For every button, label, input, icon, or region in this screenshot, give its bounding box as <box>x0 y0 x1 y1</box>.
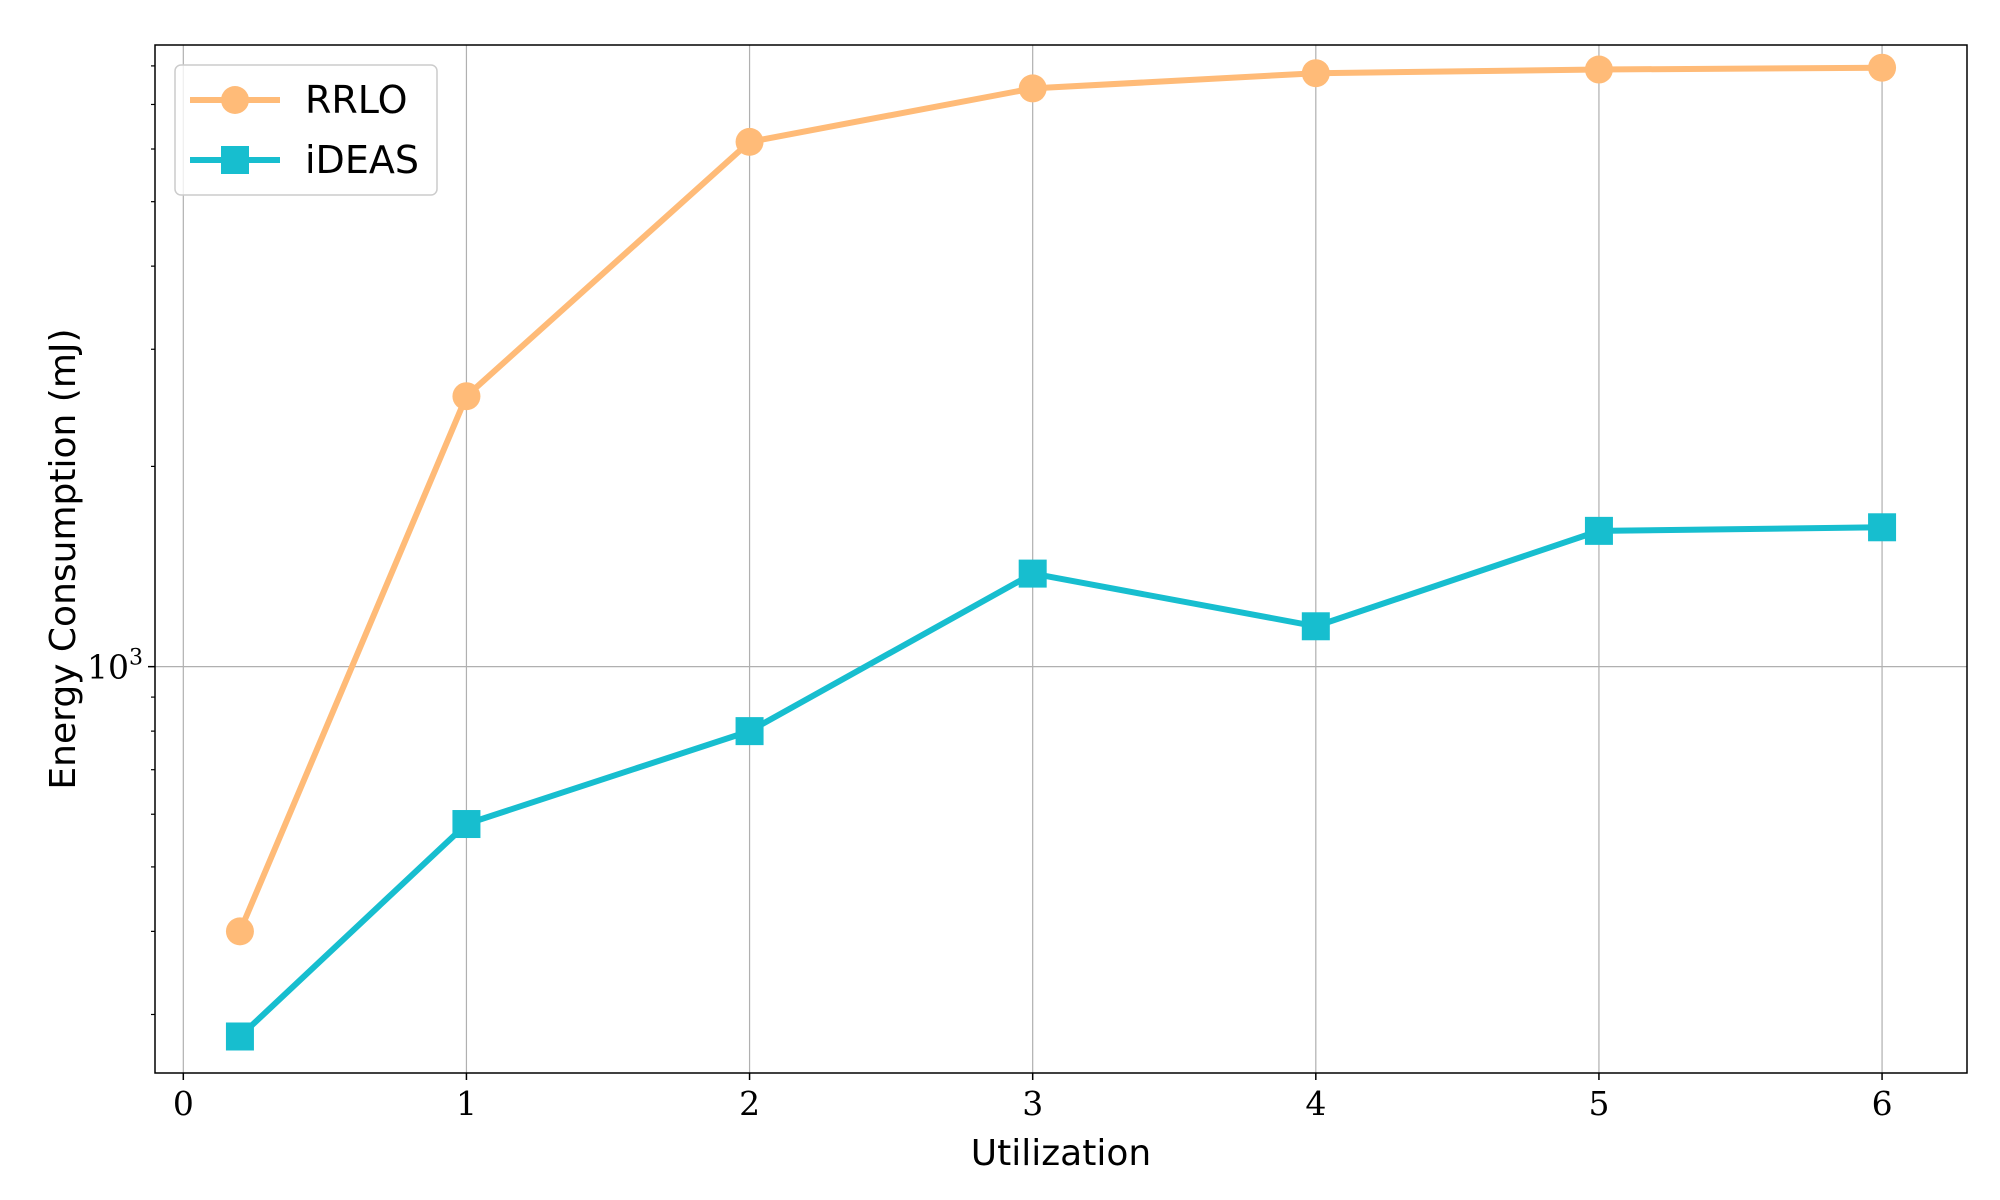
data-point <box>735 127 764 156</box>
x-tick-label: 2 <box>739 1084 760 1123</box>
series-line <box>237 524 1883 1039</box>
plot-frame <box>154 44 1968 1074</box>
series-rrlo <box>225 53 1897 946</box>
legend-item-ideas: iDEAS <box>190 138 419 182</box>
data-point <box>1018 559 1047 588</box>
series-ideas <box>225 513 1897 1051</box>
y-tick-exponent: 3 <box>129 646 143 671</box>
legend-item-rrlo: RRLO <box>190 78 408 122</box>
y-tick-base: 10 <box>87 648 129 687</box>
data-point <box>452 810 481 839</box>
data-point <box>225 1022 254 1051</box>
series-line <box>237 64 1883 933</box>
x-tick-label: 3 <box>1022 1084 1043 1123</box>
x-tick-label: 1 <box>456 1084 477 1123</box>
data-point <box>1301 59 1330 88</box>
legend-marker <box>221 146 249 174</box>
data-point <box>735 717 764 746</box>
x-axis-title: Utilization <box>971 1133 1151 1174</box>
x-tick-label: 5 <box>1588 1084 1609 1123</box>
data-point <box>1868 53 1897 82</box>
legend: RRLO iDEAS <box>174 64 438 196</box>
x-tick-label: 4 <box>1305 1084 1326 1123</box>
x-tick-label: 6 <box>1872 1084 1893 1123</box>
data-point <box>1018 74 1047 103</box>
data-point <box>225 917 254 946</box>
data-point <box>1584 55 1613 84</box>
grid <box>155 45 1967 1073</box>
data-point <box>1301 612 1330 641</box>
y-tick-label: 103 <box>87 646 143 687</box>
data-point <box>452 382 481 411</box>
data-point <box>1584 516 1613 545</box>
data-point <box>1868 513 1897 542</box>
x-tick-label: 0 <box>173 1084 194 1123</box>
series-layer <box>225 53 1897 1051</box>
legend-marker <box>221 86 249 114</box>
legend-label: RRLO <box>305 78 408 122</box>
legend-label: iDEAS <box>305 138 419 182</box>
y-axis-title: Energy Consumption (mJ) <box>43 328 84 789</box>
